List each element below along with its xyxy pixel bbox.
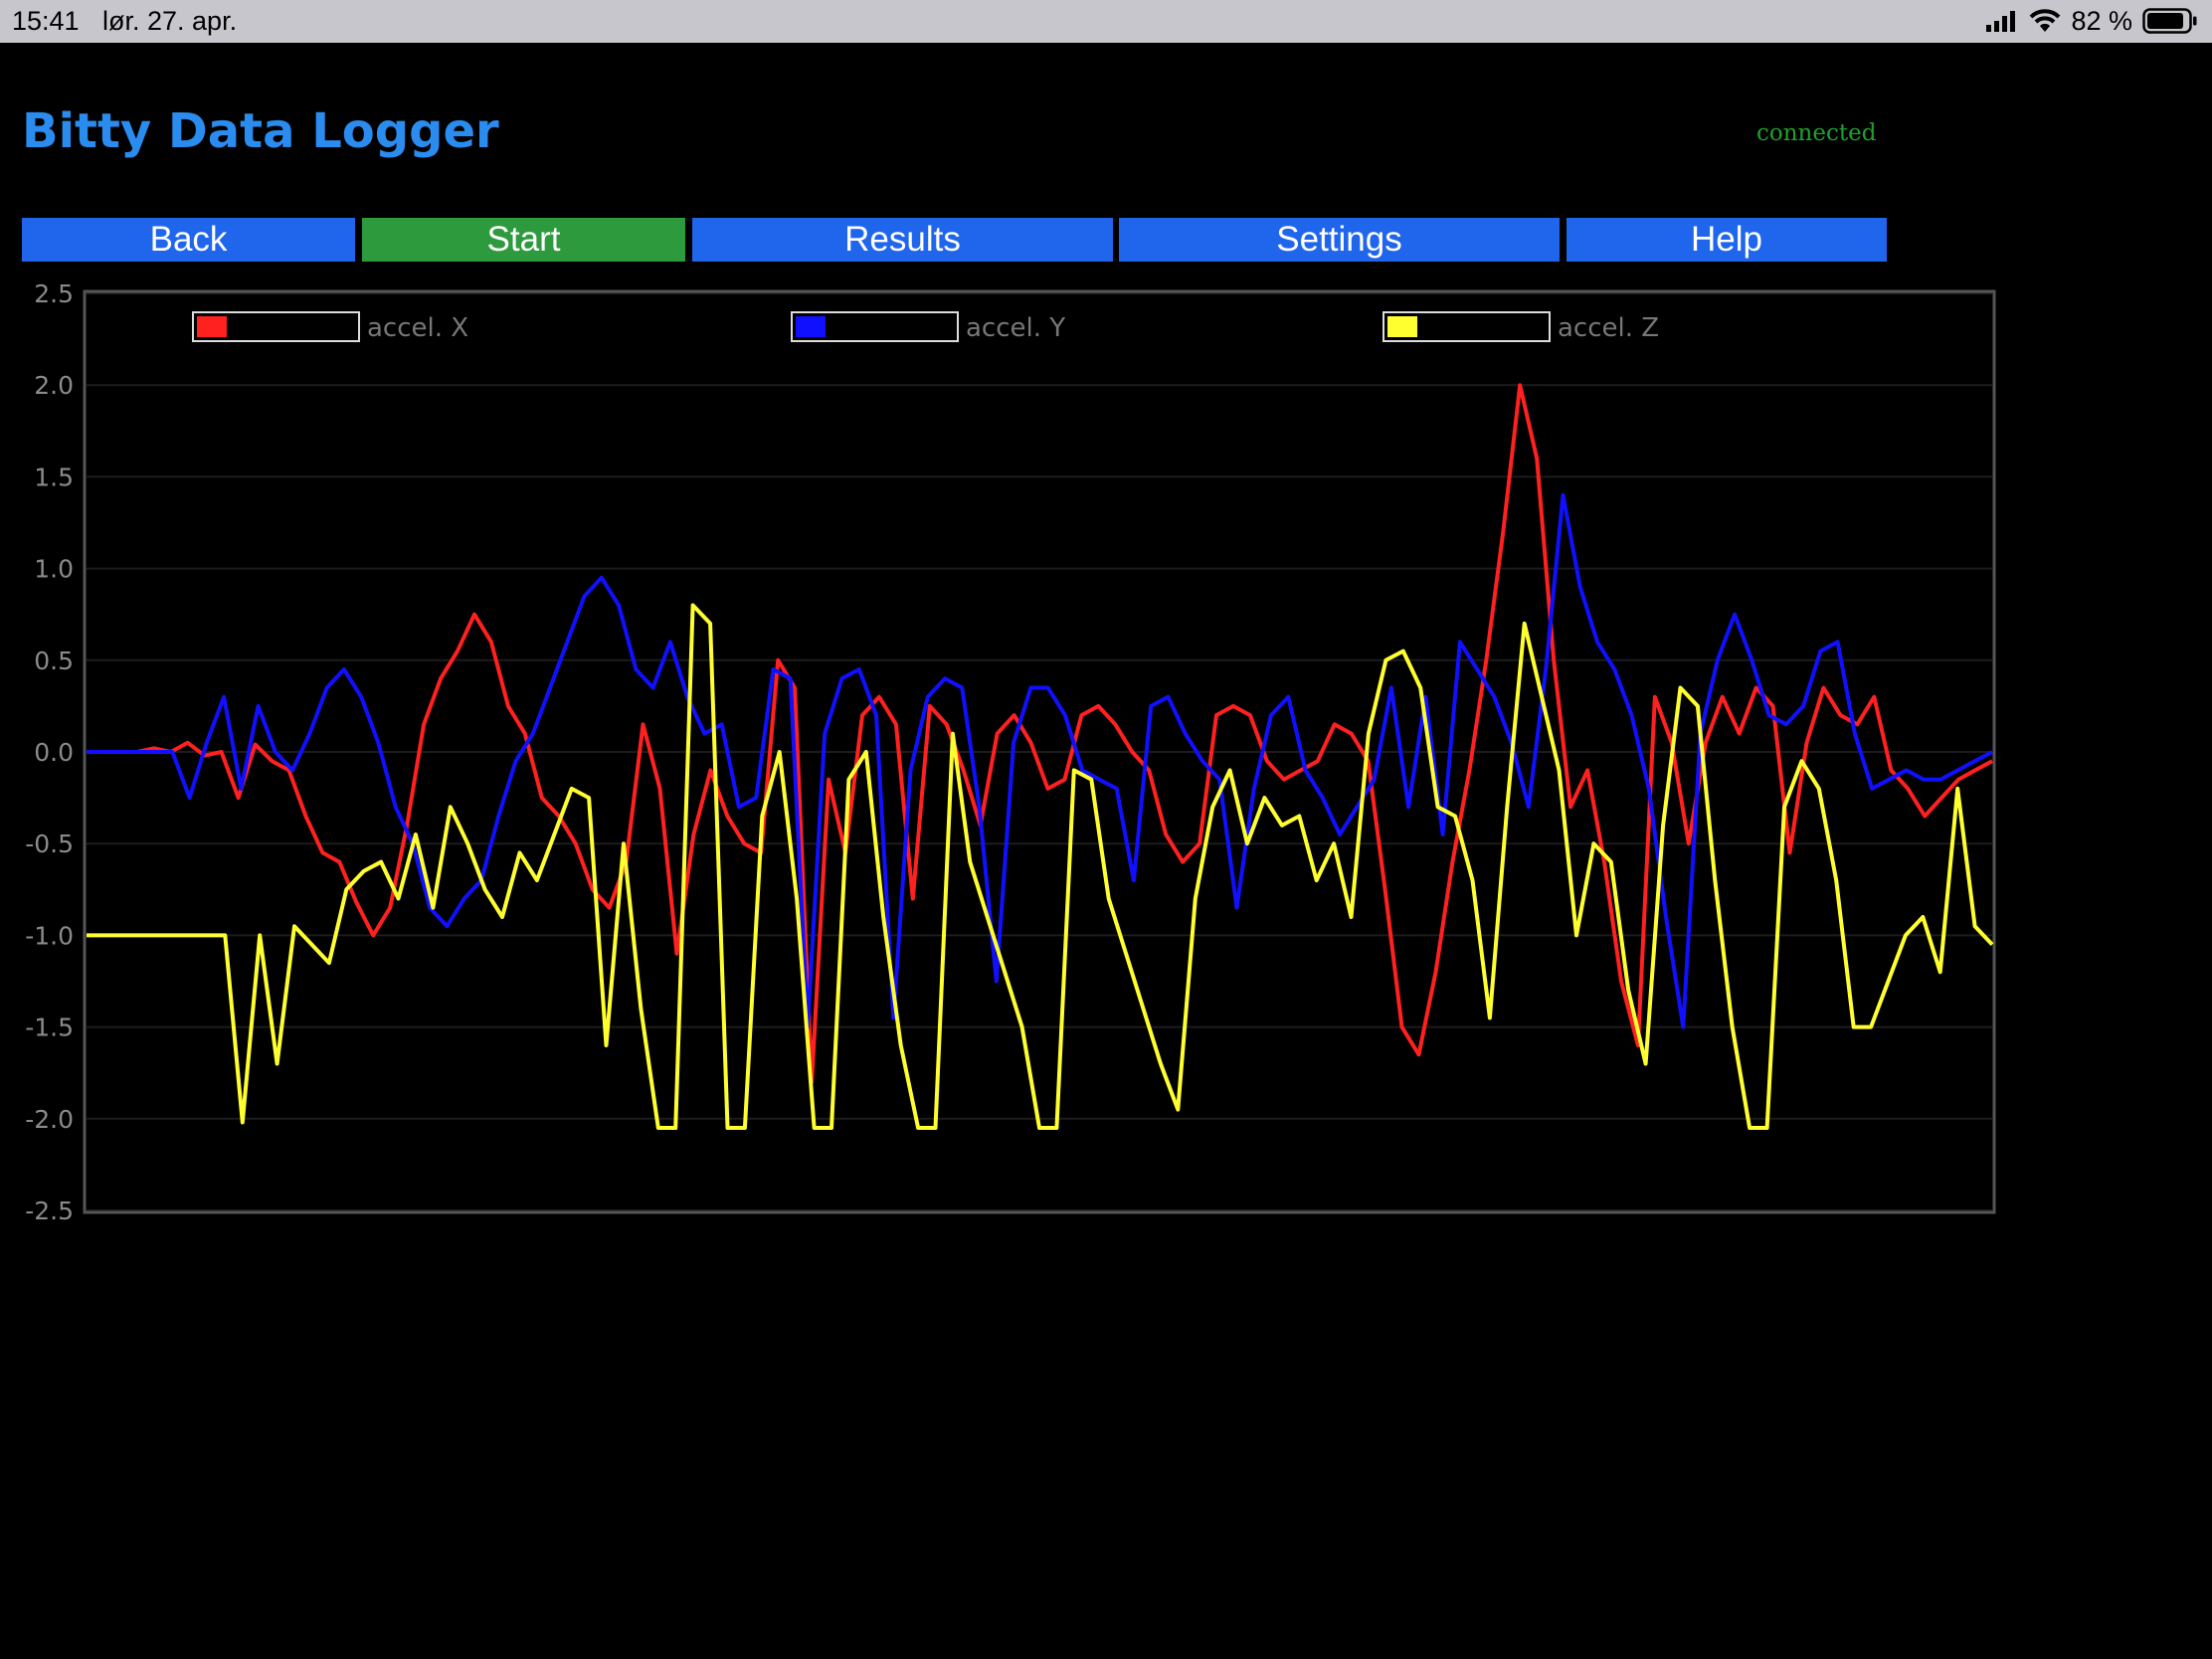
legend-label: accel. Y bbox=[966, 313, 1065, 343]
help-button[interactable]: Help bbox=[1567, 218, 1887, 262]
series-line-z bbox=[87, 603, 1994, 1130]
y-tick-label: -1.5 bbox=[25, 1014, 74, 1042]
y-tick-label: -1.0 bbox=[25, 921, 74, 950]
legend-swatch bbox=[197, 316, 227, 337]
series-line-x bbox=[87, 383, 1993, 1084]
status-indicators: 82 % bbox=[1985, 5, 2198, 37]
y-tick-label: 2.5 bbox=[34, 279, 74, 308]
series-line-y bbox=[87, 492, 1993, 1029]
back-button[interactable]: Back bbox=[22, 218, 355, 262]
app-title: Bitty Data Logger bbox=[22, 103, 499, 159]
y-tick-label: 1.0 bbox=[34, 555, 74, 584]
y-tick-label: 1.5 bbox=[34, 462, 74, 491]
y-tick-label: 2.0 bbox=[34, 371, 74, 400]
y-tick-label: -0.5 bbox=[25, 830, 74, 858]
plot-frame bbox=[83, 289, 1996, 1214]
y-tick-label: 0.0 bbox=[34, 738, 74, 767]
chart-legend: accel. X accel. Y accel. Z bbox=[192, 311, 1659, 343]
y-tick-label: -2.0 bbox=[25, 1105, 74, 1134]
y-tick-label: -2.5 bbox=[25, 1197, 74, 1225]
settings-button[interactable]: Settings bbox=[1119, 218, 1560, 262]
start-button[interactable]: Start bbox=[362, 218, 685, 262]
connection-status: connected bbox=[1756, 120, 1877, 146]
accel-chart: 2.5 2.0 1.5 1.0 0.5 0.0 -0.5 -1.0 -1.5 -2.0 -2.5 a… bbox=[25, 279, 1996, 1225]
status-time: 15:41 bbox=[12, 6, 80, 36]
legend-label: accel. Z bbox=[1558, 313, 1659, 343]
chart-grid bbox=[87, 292, 1992, 1211]
cellular-signal-icon bbox=[1986, 11, 2016, 32]
status-bar: 15:41 lør. 27. apr. 82 % bbox=[0, 0, 2212, 43]
status-date: lør. 27. apr. bbox=[102, 6, 238, 36]
results-button[interactable]: Results bbox=[692, 218, 1113, 262]
wifi-icon bbox=[2030, 9, 2061, 32]
y-tick-label: 0.5 bbox=[34, 646, 74, 675]
battery-percentage: 82 % bbox=[2071, 5, 2132, 36]
y-axis-ticks: 2.5 2.0 1.5 1.0 0.5 0.0 -0.5 -1.0 -1.5 -2.0 -2.5 bbox=[25, 279, 74, 1225]
battery-icon bbox=[2142, 8, 2197, 34]
legend-swatch bbox=[1387, 316, 1417, 337]
chart-series bbox=[87, 383, 1994, 1130]
legend-label: accel. X bbox=[367, 313, 468, 343]
legend-swatch bbox=[796, 316, 826, 337]
